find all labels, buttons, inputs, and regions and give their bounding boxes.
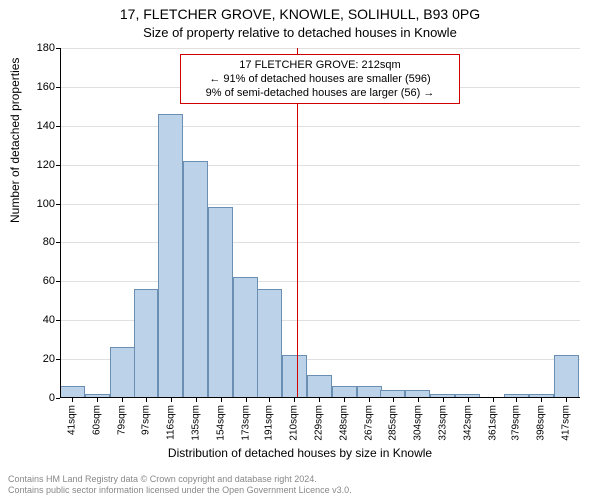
xtick-mark [269, 398, 270, 402]
histogram-bar [554, 355, 579, 398]
xtick-label: 41sqm [67, 405, 78, 435]
xtick-mark [221, 398, 222, 402]
ytick-mark [56, 126, 60, 127]
annotation-line: ← 91% of detached houses are smaller (59… [187, 72, 453, 86]
ytick-mark [56, 398, 60, 399]
xtick-label: 379sqm [511, 405, 522, 441]
histogram-bar [233, 277, 258, 398]
histogram-bar [134, 289, 159, 398]
xtick-mark [516, 398, 517, 402]
xtick-mark [418, 398, 419, 402]
histogram-bar [307, 375, 332, 398]
ytick-label: 60 [5, 275, 55, 287]
histogram-bar [332, 386, 357, 398]
xtick-label: 116sqm [165, 405, 176, 440]
xtick-label: 285sqm [387, 405, 398, 441]
xtick-label: 304sqm [412, 405, 423, 441]
xtick-mark [566, 398, 567, 402]
xtick-mark [72, 398, 73, 402]
histogram-bar [110, 347, 135, 398]
xtick-mark [344, 398, 345, 402]
gridline [60, 48, 580, 49]
xtick-label: 79sqm [117, 405, 128, 435]
ytick-mark [56, 320, 60, 321]
ytick-label: 140 [5, 120, 55, 132]
xtick-label: 135sqm [190, 405, 201, 441]
xtick-label: 248sqm [339, 405, 350, 441]
ytick-mark [56, 48, 60, 49]
histogram-bar [183, 161, 208, 398]
xtick-label: 267sqm [364, 405, 375, 441]
gridline [60, 281, 580, 282]
histogram-bar [158, 114, 183, 398]
ytick-label: 40 [5, 314, 55, 326]
xtick-mark [146, 398, 147, 402]
ytick-label: 100 [5, 198, 55, 210]
xtick-label: 173sqm [240, 405, 251, 441]
ytick-label: 20 [5, 353, 55, 365]
ytick-mark [56, 87, 60, 88]
chart-subtitle: Size of property relative to detached ho… [0, 25, 600, 40]
xtick-mark [196, 398, 197, 402]
gridline [60, 126, 580, 127]
xtick-mark [122, 398, 123, 402]
xtick-label: 342sqm [462, 405, 473, 441]
xtick-mark [393, 398, 394, 402]
annotation-box: 17 FLETCHER GROVE: 212sqm← 91% of detach… [180, 54, 460, 104]
gridline [60, 165, 580, 166]
xtick-label: 229sqm [314, 405, 325, 441]
xtick-mark [246, 398, 247, 402]
xtick-mark [468, 398, 469, 402]
xtick-label: 417sqm [561, 405, 572, 441]
xtick-mark [541, 398, 542, 402]
histogram-plot: 17 FLETCHER GROVE: 212sqm← 91% of detach… [60, 48, 580, 398]
xtick-label: 60sqm [92, 405, 103, 435]
ytick-mark [56, 281, 60, 282]
ytick-mark [56, 165, 60, 166]
x-axis-label: Distribution of detached houses by size … [0, 446, 600, 460]
histogram-bar [257, 289, 282, 398]
xtick-label: 154sqm [215, 405, 226, 441]
footer-attribution: Contains HM Land Registry data © Crown c… [8, 474, 592, 496]
histogram-bar [282, 355, 307, 398]
xtick-mark [493, 398, 494, 402]
histogram-bar [380, 390, 405, 398]
xtick-label: 361sqm [487, 405, 498, 441]
xtick-mark [171, 398, 172, 402]
xtick-mark [319, 398, 320, 402]
xtick-mark [443, 398, 444, 402]
xtick-label: 191sqm [264, 405, 275, 441]
xtick-label: 210sqm [289, 405, 300, 441]
histogram-bar [208, 207, 233, 398]
xtick-label: 97sqm [141, 405, 152, 435]
histogram-bar [60, 386, 85, 398]
xtick-label: 323sqm [437, 405, 448, 441]
xtick-mark [369, 398, 370, 402]
annotation-line: 17 FLETCHER GROVE: 212sqm [187, 58, 453, 72]
histogram-bar [357, 386, 382, 398]
ytick-mark [56, 242, 60, 243]
xtick-mark [97, 398, 98, 402]
footer-line-1: Contains HM Land Registry data © Crown c… [8, 474, 592, 485]
gridline [60, 242, 580, 243]
xtick-label: 398sqm [536, 405, 547, 441]
ytick-label: 160 [5, 81, 55, 93]
page-title: 17, FLETCHER GROVE, KNOWLE, SOLIHULL, B9… [0, 6, 600, 22]
ytick-mark [56, 204, 60, 205]
ytick-label: 0 [5, 392, 55, 404]
gridline [60, 204, 580, 205]
histogram-bar [405, 390, 430, 398]
annotation-line: 9% of semi-detached houses are larger (5… [187, 86, 453, 100]
ytick-mark [56, 359, 60, 360]
ytick-label: 180 [5, 42, 55, 54]
ytick-label: 80 [5, 236, 55, 248]
ytick-label: 120 [5, 159, 55, 171]
xtick-mark [294, 398, 295, 402]
footer-line-2: Contains public sector information licen… [8, 485, 592, 496]
